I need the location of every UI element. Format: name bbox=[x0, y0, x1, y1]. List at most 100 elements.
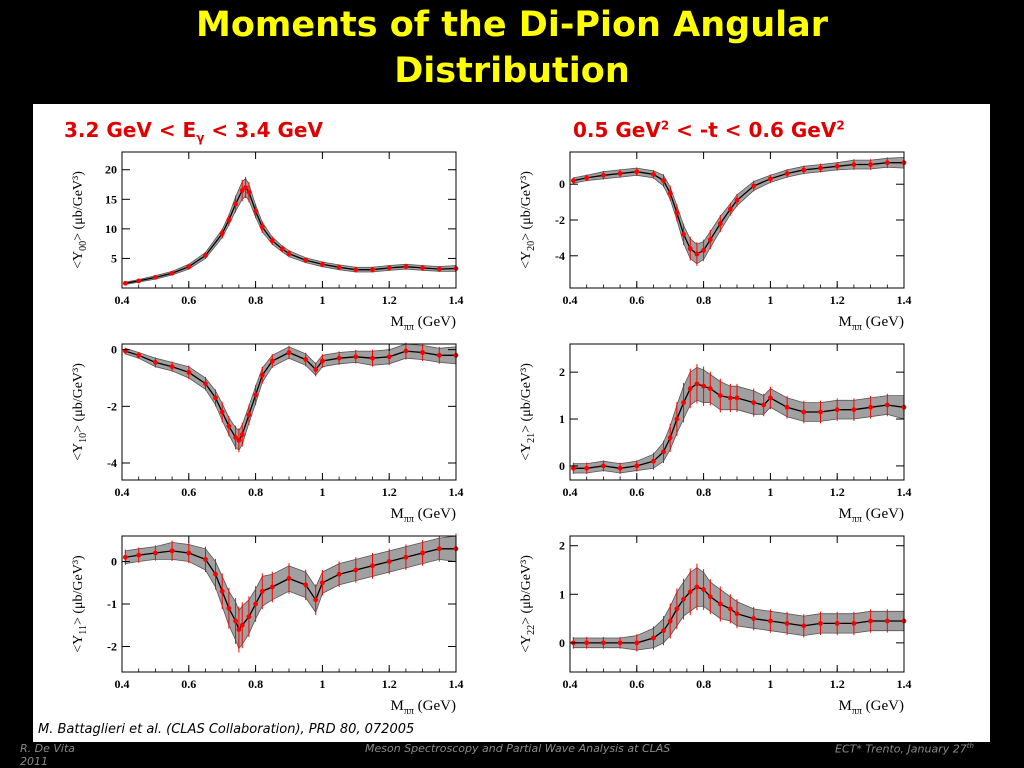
x-tick-label: 1.2 bbox=[382, 677, 397, 691]
x-tick-label: 0.8 bbox=[248, 485, 263, 499]
data-point bbox=[768, 176, 773, 182]
data-point bbox=[674, 416, 680, 422]
data-point bbox=[320, 261, 325, 267]
t-cut-sup2: 2 bbox=[836, 118, 845, 133]
fit-curve bbox=[125, 350, 456, 442]
data-point bbox=[834, 621, 840, 626]
data-point bbox=[634, 640, 640, 646]
data-point bbox=[661, 449, 666, 455]
y-tick-label: -1 bbox=[107, 597, 117, 611]
citation: M. Battaglieri et al. (CLAS Collaboratio… bbox=[38, 722, 415, 737]
data-point bbox=[436, 266, 442, 272]
x-tick-label: 0.4 bbox=[115, 677, 130, 691]
energy-cut-label: 3.2 GeV < Eγ < 3.4 GeV bbox=[64, 118, 323, 145]
y-axis-label: <Y11> (μb/GeV³) bbox=[71, 555, 89, 653]
energy-cut-sub: γ bbox=[196, 131, 205, 145]
data-point bbox=[259, 372, 265, 378]
x-axis-label: Mππ (GeV) bbox=[390, 506, 456, 525]
footer-author: R. De Vita bbox=[20, 742, 76, 755]
data-point bbox=[286, 251, 292, 257]
x-tick-label: 1.2 bbox=[830, 293, 845, 307]
data-point bbox=[884, 160, 890, 166]
slide-title-line1: Moments of the Di-Pion Angular bbox=[196, 5, 828, 45]
data-point bbox=[239, 432, 245, 438]
y-axis-label-main: <Y bbox=[71, 251, 86, 269]
x-tick-label: 1.2 bbox=[830, 485, 845, 499]
data-point bbox=[751, 183, 757, 189]
y-axis-label-main: <Y bbox=[519, 443, 534, 461]
data-point bbox=[694, 584, 700, 590]
x-tick-label: 1.2 bbox=[382, 485, 397, 499]
data-point bbox=[226, 605, 232, 611]
data-point bbox=[153, 550, 158, 556]
y-axis-label-sub: 11 bbox=[78, 625, 89, 635]
data-point bbox=[246, 189, 252, 195]
y-tick-label: -2 bbox=[555, 213, 565, 227]
plot-group: 0.4 0.6 0.8 1 1.2 1.4 -2 -1 0 Mππ (GeV) <Y11> (μb/… bbox=[71, 533, 464, 717]
x-tick-label: 0.8 bbox=[248, 677, 263, 691]
y-axis-label-main: <Y bbox=[71, 635, 86, 653]
data-point bbox=[203, 253, 208, 258]
x-tick-label: 1.4 bbox=[897, 485, 912, 499]
x-tick-label: 1 bbox=[319, 485, 325, 499]
y-axis-label-sub: 20 bbox=[526, 241, 537, 251]
data-point bbox=[286, 350, 292, 355]
data-point bbox=[727, 206, 733, 212]
x-tick-label: 1.4 bbox=[449, 485, 464, 499]
data-point bbox=[219, 231, 225, 236]
x-axis-label: Mππ (GeV) bbox=[390, 698, 456, 717]
x-tick-label: 1.2 bbox=[382, 293, 397, 307]
data-point bbox=[186, 369, 192, 375]
data-point bbox=[661, 178, 666, 184]
data-point bbox=[784, 404, 790, 410]
data-point bbox=[239, 188, 245, 193]
data-point bbox=[801, 409, 807, 415]
data-point bbox=[707, 594, 713, 600]
y-tick-label: 2 bbox=[559, 539, 565, 553]
x-axis-label-sub: ππ bbox=[404, 706, 414, 717]
footer-center: Meson Spectroscopy and Partial Wave Anal… bbox=[365, 742, 671, 755]
data-point bbox=[674, 210, 680, 216]
data-point bbox=[601, 640, 606, 646]
y-tick-label: 0 bbox=[559, 177, 565, 191]
data-point bbox=[169, 548, 175, 554]
data-point bbox=[253, 601, 258, 607]
data-point bbox=[236, 627, 242, 632]
data-point bbox=[801, 167, 807, 173]
x-tick-label: 0.4 bbox=[115, 485, 130, 499]
data-point bbox=[651, 171, 656, 177]
y-axis-label-unit: > (μb/GeV³) bbox=[71, 363, 86, 433]
x-tick-label: 1 bbox=[319, 677, 325, 691]
y-tick-label: 10 bbox=[105, 222, 117, 236]
data-point bbox=[734, 611, 740, 617]
data-point bbox=[717, 393, 723, 398]
figure-panel bbox=[33, 104, 990, 742]
y-tick-label: -4 bbox=[107, 456, 117, 470]
y-axis-label-unit: > (μb/GeV³) bbox=[519, 555, 534, 625]
data-point bbox=[386, 559, 392, 564]
x-tick-label: 0.4 bbox=[563, 485, 578, 499]
data-point bbox=[834, 407, 840, 413]
data-point bbox=[818, 409, 823, 415]
y-tick-label: 0 bbox=[559, 459, 565, 473]
data-point bbox=[687, 386, 693, 391]
y-axis-label-main: <Y bbox=[519, 251, 534, 269]
y-axis-label-unit: > (μb/GeV³) bbox=[519, 363, 534, 433]
x-axis-label: Mππ (GeV) bbox=[838, 506, 904, 525]
data-point bbox=[851, 162, 857, 167]
data-point bbox=[617, 640, 623, 646]
data-point bbox=[336, 264, 342, 270]
x-tick-label: 0.4 bbox=[563, 293, 578, 307]
x-axis-label: Mππ (GeV) bbox=[838, 698, 904, 717]
plot-group: 0.4 0.6 0.8 1 1.2 1.4 0 1 2 Mππ (GeV) <Y22> (μb/Ge… bbox=[519, 535, 912, 717]
x-tick-label: 1.4 bbox=[897, 293, 912, 307]
x-axis-label-sub: ππ bbox=[852, 706, 862, 717]
y-axis-label: <Y20> (μb/GeV³) bbox=[519, 171, 537, 269]
data-point bbox=[884, 618, 890, 624]
data-point bbox=[136, 352, 142, 358]
data-point bbox=[436, 546, 442, 552]
chart-y22: 0.4 0.6 0.8 1 1.2 1.4 0 1 2 Mππ (GeV) <Y22> (μb/Ge… bbox=[519, 535, 912, 717]
data-point bbox=[386, 354, 392, 360]
data-point bbox=[751, 400, 757, 406]
data-point bbox=[784, 621, 790, 626]
